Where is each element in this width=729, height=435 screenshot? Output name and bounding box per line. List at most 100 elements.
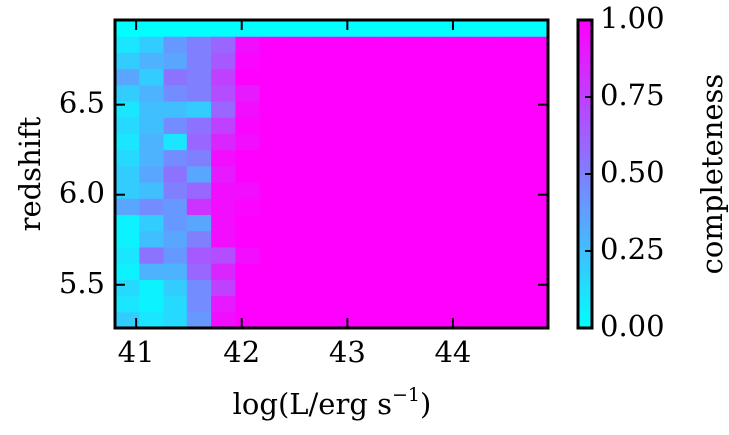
heatmap-cell (476, 149, 501, 167)
heatmap-cell (451, 36, 477, 53)
colorbar-segment (578, 84, 592, 89)
colorbar-segment (578, 56, 592, 61)
heatmap-cell (139, 165, 165, 183)
heatmap-cell (500, 149, 526, 167)
heatmap-cell (283, 214, 308, 232)
heatmap-cell (500, 230, 526, 248)
heatmap-cell (380, 52, 405, 70)
colorbar-segment (578, 192, 592, 197)
heatmap-cell (163, 84, 188, 102)
heatmap-cell (331, 230, 357, 248)
heatmap-cell (476, 230, 501, 248)
heatmap-cell (451, 133, 477, 151)
heatmap-cell (355, 149, 381, 167)
heatmap-cell (283, 198, 308, 216)
heatmap-cell (500, 198, 526, 216)
heatmap-cell (427, 198, 453, 216)
x-tick-label: 44 (434, 335, 471, 369)
heatmap-cell (235, 84, 261, 102)
heatmap-cell (380, 133, 405, 151)
heatmap-cell (451, 263, 477, 280)
colorbar-segment (578, 109, 592, 113)
colorbar-segment (578, 247, 592, 252)
heatmap-cell (115, 230, 140, 248)
colorbar-segment (578, 189, 592, 193)
heatmap-cell (186, 295, 212, 313)
heatmap-cell (451, 295, 477, 313)
colorbar-segment (578, 281, 592, 286)
heatmap-cell (259, 263, 285, 280)
heatmap-cell (235, 230, 261, 248)
heatmap-cell (524, 101, 549, 118)
heatmap-cell (355, 214, 381, 232)
heatmap-cell (235, 133, 261, 151)
colorbar-segment (578, 229, 592, 234)
heatmap-cell (235, 295, 261, 313)
colorbar-segment (578, 210, 592, 215)
colorbar-segment (578, 38, 592, 43)
heatmap-cell (355, 263, 381, 280)
heatmap-cell (139, 101, 165, 118)
heatmap-cell (163, 36, 188, 53)
heatmap-cell (139, 230, 165, 248)
colorbar-tick-label: 1.00 (600, 1, 665, 35)
heatmap-cell (380, 149, 405, 167)
heatmap-cell (476, 52, 501, 70)
heatmap-cell (524, 182, 549, 199)
heatmap-cell (476, 165, 501, 183)
colorbar-segment (578, 232, 592, 237)
heatmap-cell (355, 165, 381, 183)
heatmap-cell (211, 52, 236, 70)
colorbar-segment (578, 174, 592, 178)
heatmap-cell (186, 311, 212, 329)
heatmap-cell (211, 182, 236, 199)
heatmap-cell (163, 214, 188, 232)
heatmap-cell (211, 214, 236, 232)
heatmap-cell (500, 20, 526, 37)
heatmap-cell (163, 182, 188, 199)
colorbar-segment (578, 309, 592, 314)
heatmap-cell (427, 182, 453, 199)
colorbar-segment (578, 115, 592, 120)
heatmap-cell (259, 117, 285, 134)
heatmap-cell (307, 230, 332, 248)
colorbar-segment (578, 158, 592, 163)
colorbar-segment (578, 278, 592, 283)
heatmap-cell (355, 182, 381, 199)
heatmap-cell (355, 230, 381, 248)
heatmap-cell (283, 101, 308, 118)
heatmap-cell (115, 311, 140, 329)
colorbar-segment (578, 241, 592, 246)
heatmap-cell (404, 198, 429, 216)
heatmap-cell (259, 149, 285, 167)
y-tick-label: 6.0 (59, 176, 105, 210)
heatmap-cell (186, 149, 212, 167)
colorbar-segment (578, 124, 592, 129)
colorbar-segment (578, 127, 592, 132)
heatmap-cell (355, 68, 381, 86)
heatmap-cell (283, 165, 308, 183)
heatmap-cell (427, 68, 453, 86)
heatmap-cell (451, 52, 477, 70)
heatmap-cell (500, 165, 526, 183)
heatmap-cell (307, 149, 332, 167)
heatmap-cell (139, 133, 165, 151)
colorbar-segment (578, 195, 592, 200)
colorbar-segment (578, 257, 592, 261)
heatmap-cell (235, 246, 261, 264)
heatmap-cell (427, 230, 453, 248)
heatmap-cell (186, 165, 212, 183)
colorbar-label: completeness (695, 74, 729, 275)
heatmap-cell (115, 263, 140, 280)
colorbar-segment (578, 60, 592, 64)
heatmap-cell (163, 311, 188, 329)
heatmap-cell (380, 198, 405, 216)
heatmap-cell (307, 68, 332, 86)
colorbar-segment (578, 244, 592, 249)
heatmap-cell (500, 182, 526, 199)
heatmap-cell (524, 246, 549, 264)
heatmap-cell (404, 295, 429, 313)
heatmap-cell (259, 68, 285, 86)
heatmap-cell (355, 133, 381, 151)
